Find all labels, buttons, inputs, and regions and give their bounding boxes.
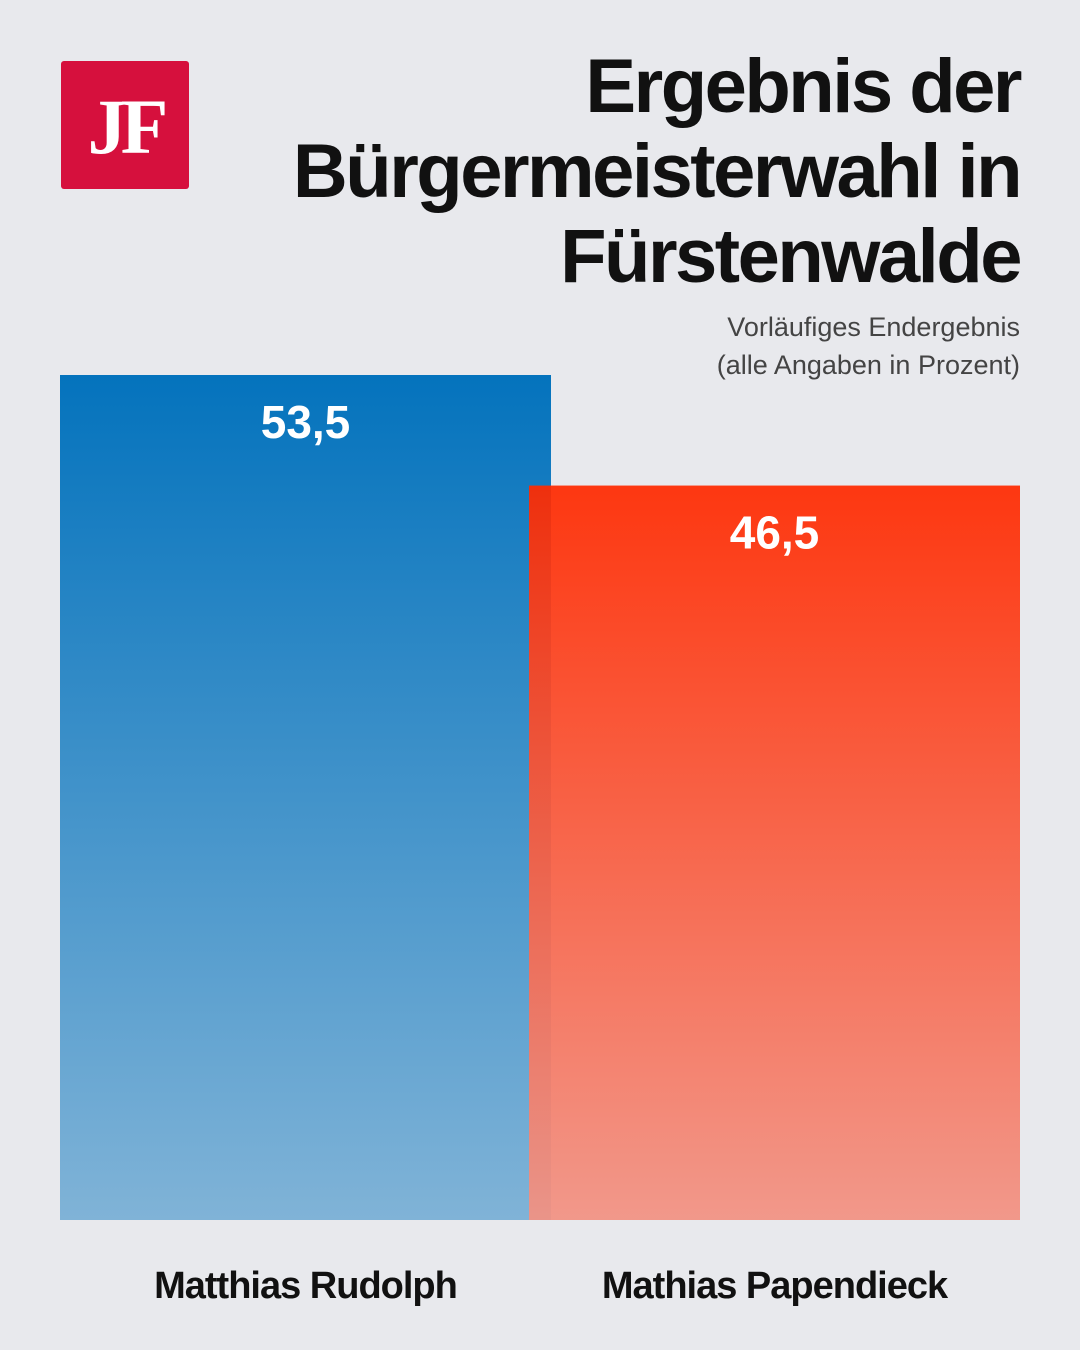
title-line: Fürstenwalde [560, 214, 1022, 299]
chart-title: Ergebnis der Bürgermeisterwahl in Fürste… [200, 44, 1023, 299]
value-label: 46,5 [730, 507, 820, 559]
chart-subtitle: Vorläufiges Endergebnis (alle Angaben in… [717, 308, 1020, 384]
category-label: Mathias Papendieck [602, 1265, 949, 1307]
subtitle-line: Vorläufiges Endergebnis [727, 312, 1020, 342]
value-label: 53,5 [261, 396, 351, 448]
title-line: Bürgermeisterwahl in [292, 129, 1023, 214]
bar-2 [529, 485, 1020, 1220]
subtitle-line: (alle Angaben in Prozent) [716, 350, 1020, 380]
title-line: Ergebnis der [585, 44, 1022, 129]
logo-text: JF [87, 83, 169, 170]
jf-logo: JF [61, 61, 189, 189]
category-label: Matthias Rudolph [154, 1265, 457, 1307]
bar-1 [60, 375, 551, 1220]
